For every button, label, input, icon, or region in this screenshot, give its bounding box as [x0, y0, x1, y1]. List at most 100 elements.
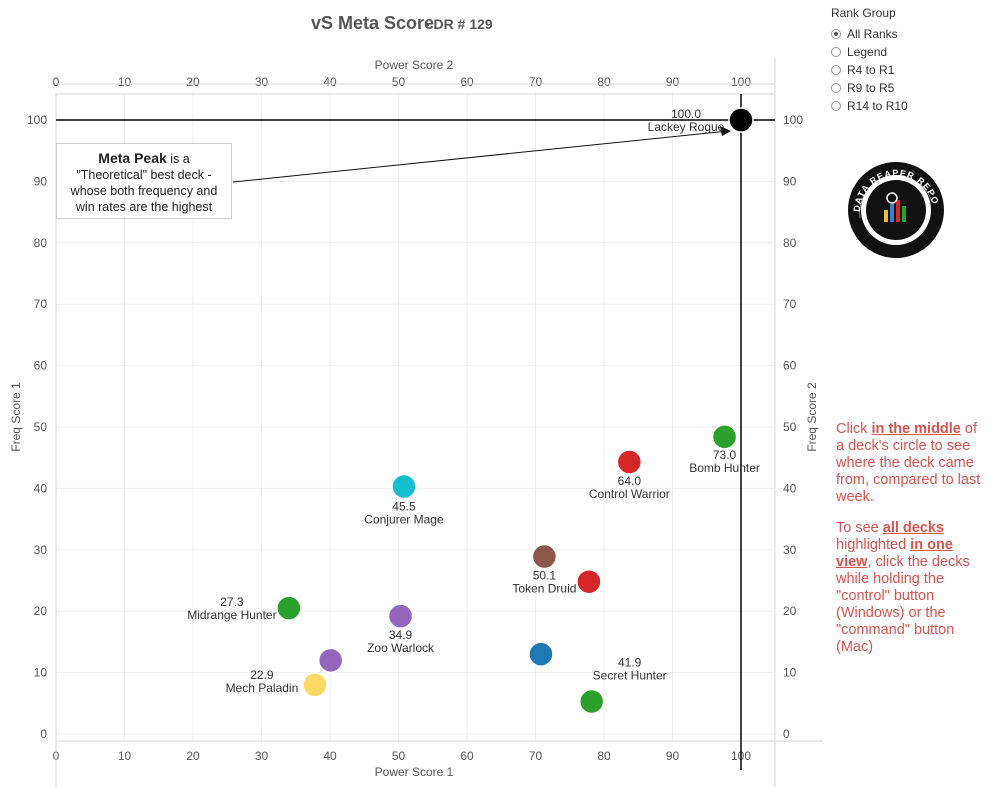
rank-group-filter: Rank Group All Ranks Legend R4 to R1 R9 …: [831, 6, 981, 115]
deck-score-label: 22.9: [250, 668, 274, 682]
meta-peak-text2: "Theoretical" best deck -: [76, 168, 212, 182]
radio-icon[interactable]: [831, 47, 841, 57]
y-tick-left-label: 10: [34, 666, 48, 680]
data-reaper-logo: DATA REAPER REPORT: [846, 160, 944, 258]
deck-name-label: Midrange Hunter: [187, 608, 276, 622]
deck-name-label: Conjurer Mage: [364, 513, 444, 527]
x-tick-bottom-label: 20: [186, 749, 200, 763]
y-tick-left-label: 70: [34, 297, 48, 311]
x-tick-top-label: 10: [118, 75, 132, 89]
instruction-paragraph-1: Click in the middle of a deck's circle t…: [836, 421, 981, 505]
deck-score-label: 41.9: [618, 655, 642, 669]
rank-option-legend[interactable]: Legend: [831, 43, 981, 61]
x-tick-top-label: 40: [323, 75, 337, 89]
y-tick-right-label: 20: [783, 604, 797, 618]
meta-peak-pointer: [232, 130, 729, 183]
x-tick-top-label: 60: [460, 75, 474, 89]
x-tick-bottom-label: 30: [255, 749, 269, 763]
instruction-paragraph-2: To see all decks highlighted in one view…: [836, 520, 970, 655]
y-tick-left-label: 90: [34, 174, 48, 188]
x-axis-top-title: Power Score 2: [375, 58, 454, 72]
y-tick-left-label: 50: [34, 420, 48, 434]
radio-icon[interactable]: [831, 101, 841, 111]
deck-point: [616, 449, 643, 475]
x-tick-top-label: 20: [186, 75, 200, 89]
deck-name-label: Token Druid: [512, 582, 576, 596]
rank-option-label: Legend: [847, 45, 888, 59]
rank-option-r9-r5[interactable]: R9 to R5: [831, 79, 981, 97]
deck-score-label: 73.0: [713, 448, 737, 462]
x-tick-bottom-label: 40: [323, 749, 337, 763]
deck-point: [531, 543, 558, 570]
deck-point: [317, 647, 344, 674]
meta-peak-text1: is a: [166, 152, 190, 166]
deck-score-label: 34.9: [389, 628, 413, 642]
deck-score-label: 27.3: [220, 595, 244, 609]
rank-option-r14-r10[interactable]: R14 to R10: [831, 97, 981, 115]
meta-peak-annotation: Meta Peak is a "Theoretical" best deck -…: [56, 143, 232, 219]
y-tick-left-label: 0: [40, 727, 47, 741]
deck-point: [387, 603, 414, 629]
x-tick-top-label: 80: [597, 75, 611, 89]
rank-option-label: All Ranks: [847, 27, 898, 41]
y-tick-right-label: 10: [783, 666, 797, 680]
y-tick-right-label: 40: [783, 481, 797, 495]
y-tick-right-label: 100: [783, 113, 803, 127]
y-axis-right-title: Freq Score 2: [805, 382, 819, 452]
deck-point: [391, 473, 417, 500]
deck-score-label: 50.1: [533, 569, 557, 583]
y-tick-left-label: 20: [34, 604, 48, 618]
chart-title: vS Meta Score: [311, 13, 434, 33]
x-tick-top-label: 50: [392, 75, 406, 89]
radio-icon[interactable]: [831, 65, 841, 75]
meta-peak-bold: Meta Peak: [98, 150, 167, 166]
deck-score-label: 45.5: [392, 500, 416, 514]
deck-name-label: Mech Paladin: [226, 681, 299, 695]
instructions-panel: Click in the middle of a deck's circle t…: [836, 421, 984, 670]
deck-point: [302, 672, 328, 698]
rank-option-all-ranks[interactable]: All Ranks: [831, 25, 981, 43]
y-tick-right-label: 0: [783, 727, 790, 741]
deck-point: [728, 107, 754, 133]
deck-name-label: Control Warrior: [589, 487, 670, 501]
deck-point: [578, 688, 605, 715]
y-tick-left-label: 80: [34, 236, 48, 250]
rank-option-r4-r1[interactable]: R4 to R1: [831, 61, 981, 79]
deck-name-label: Zoo Warlock: [367, 641, 435, 655]
rank-group-title: Rank Group: [831, 6, 896, 20]
y-tick-left-label: 100: [27, 113, 47, 127]
x-tick-bottom-label: 80: [597, 749, 611, 763]
y-tick-right-label: 60: [783, 359, 797, 373]
radio-icon[interactable]: [831, 29, 841, 39]
deck-point: [711, 424, 738, 450]
deck-point: [576, 568, 602, 595]
y-tick-right-label: 30: [783, 543, 797, 557]
deck-point: [528, 641, 554, 667]
deck-name-label: Bomb Hunter: [689, 461, 760, 475]
y-axis-left-title: Freq Score 1: [9, 382, 23, 452]
y-tick-right-label: 80: [783, 236, 797, 250]
y-tick-right-label: 70: [783, 297, 797, 311]
deck-point: [276, 595, 302, 621]
x-tick-top-label: 0: [53, 75, 60, 89]
meta-peak-text3: whose both frequency and: [70, 184, 218, 198]
x-tick-bottom-label: 70: [529, 749, 543, 763]
x-tick-top-label: 30: [255, 75, 269, 89]
x-tick-bottom-label: 50: [392, 749, 406, 763]
radio-icon[interactable]: [831, 83, 841, 93]
y-tick-left-label: 30: [34, 543, 48, 557]
meta-peak-text4: win rates are the highest: [75, 200, 213, 214]
x-tick-bottom-label: 90: [666, 749, 680, 763]
deck-name-label: Secret Hunter: [593, 668, 667, 682]
deck-score-label: 100.0: [671, 107, 701, 121]
deck-name-label: Lackey Rogue: [648, 120, 725, 134]
y-tick-left-label: 60: [34, 359, 48, 373]
deck-score-label: 64.0: [618, 474, 642, 488]
reference-lines: [56, 94, 775, 770]
y-tick-right-label: 50: [783, 420, 797, 434]
meta-peak-arrowhead: [720, 126, 731, 136]
rank-option-label: R4 to R1: [847, 63, 895, 77]
x-tick-bottom-label: 10: [118, 749, 132, 763]
chart-subtitle: - DR # 129: [425, 16, 493, 32]
